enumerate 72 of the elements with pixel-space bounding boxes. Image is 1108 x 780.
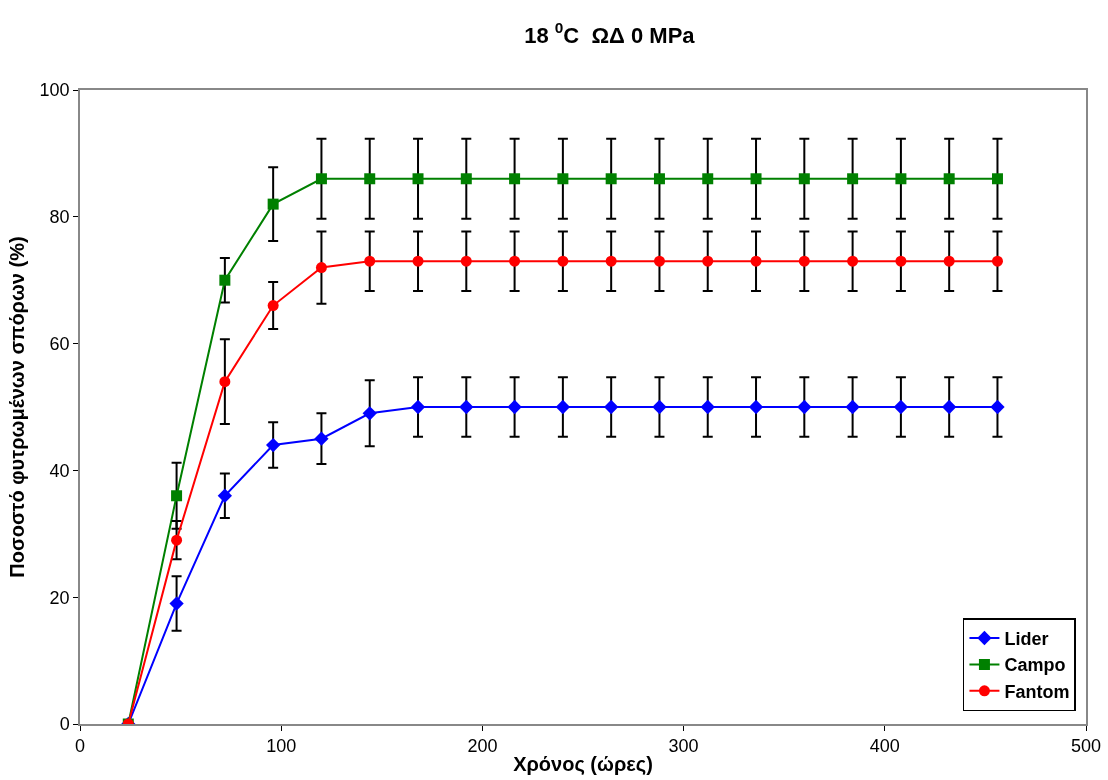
y-axis-title: Ποσοστό φυτρωμένων σπόρων (%)	[5, 236, 28, 578]
point	[266, 437, 281, 453]
point	[700, 399, 715, 415]
point	[893, 399, 909, 415]
point	[991, 173, 1003, 185]
point	[410, 399, 426, 415]
point	[509, 173, 521, 185]
chart-title: 18 $^{0}$C ΩΔ 0 MPa	[524, 19, 696, 48]
point	[459, 399, 474, 415]
point	[748, 399, 764, 415]
point	[895, 173, 907, 185]
point	[364, 173, 376, 185]
y-tick-label: 40	[49, 460, 70, 481]
point	[653, 173, 665, 185]
legend-label: Campo	[1004, 655, 1066, 676]
point	[847, 173, 859, 185]
point	[412, 173, 424, 185]
point	[798, 255, 810, 267]
x-tick-label: 200	[467, 736, 498, 757]
point	[219, 274, 231, 286]
point	[798, 173, 810, 185]
point	[460, 255, 472, 267]
point	[990, 399, 1005, 415]
x-tick-label: 100	[266, 736, 297, 757]
point	[845, 399, 860, 415]
point	[797, 399, 812, 415]
x-tick-label: 300	[668, 736, 699, 757]
point	[702, 173, 714, 185]
point	[315, 262, 327, 274]
point	[267, 198, 279, 210]
point	[364, 255, 376, 267]
point	[362, 406, 377, 421]
point	[895, 255, 907, 267]
point	[509, 255, 521, 267]
point	[943, 255, 955, 267]
point	[653, 255, 665, 267]
legend-label: Fantom	[1004, 681, 1070, 702]
point	[267, 300, 279, 312]
point	[942, 399, 957, 415]
point	[171, 534, 183, 546]
point	[507, 399, 522, 415]
point	[314, 431, 329, 446]
y-tick-label: 0	[59, 714, 70, 735]
y-tick-label: 80	[49, 207, 70, 228]
point	[652, 399, 667, 415]
point	[604, 399, 619, 415]
point	[217, 488, 233, 503]
point	[412, 255, 424, 267]
point	[171, 490, 183, 502]
point	[555, 399, 571, 415]
point	[315, 173, 327, 185]
x-tick-label: 0	[74, 736, 86, 757]
point	[460, 173, 472, 185]
x-axis-title: Χρόνος (ώρες)	[513, 753, 653, 776]
point	[605, 173, 617, 185]
point	[943, 173, 955, 185]
x-tick-label: 400	[869, 736, 900, 757]
x-tick-label: 500	[1070, 736, 1102, 757]
y-tick-label: 20	[49, 587, 70, 608]
point	[750, 173, 762, 185]
point	[847, 255, 859, 267]
point	[702, 255, 714, 267]
legend-label: Lider	[1004, 629, 1049, 650]
point	[750, 255, 762, 267]
point	[169, 596, 184, 611]
y-tick-label: 100	[39, 80, 70, 101]
point	[605, 255, 617, 267]
y-tick-label: 60	[49, 333, 70, 354]
point	[557, 173, 569, 185]
point	[557, 255, 569, 267]
point	[219, 376, 231, 388]
point	[991, 255, 1003, 267]
